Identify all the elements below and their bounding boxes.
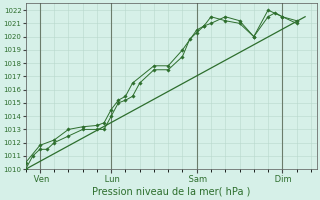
X-axis label: Pression niveau de la mer( hPa ): Pression niveau de la mer( hPa ) xyxy=(92,187,250,197)
